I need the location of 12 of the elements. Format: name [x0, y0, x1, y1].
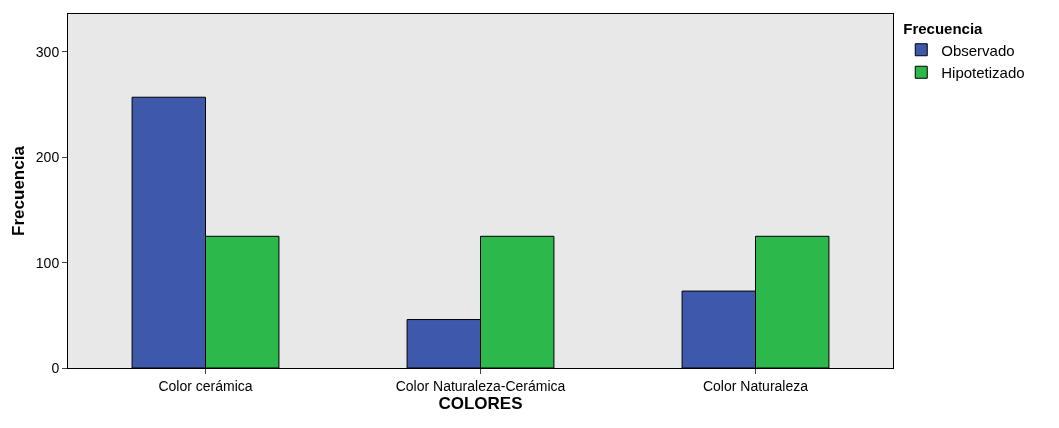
- y-tick-label: 200: [35, 149, 60, 166]
- x-axis-title: COLORES: [438, 394, 523, 414]
- x-tick-label: Color Naturaleza-Cerámica: [395, 377, 566, 394]
- x-tick-label: Color Naturaleza: [702, 377, 809, 394]
- y-tick-label: 300: [35, 43, 60, 60]
- legend-label: Hipotetizado: [941, 64, 1025, 82]
- legend-title: Frecuencia: [903, 19, 984, 37]
- y-tick-label: 0: [51, 359, 60, 376]
- x-tick-label: Color cerámica: [158, 377, 253, 394]
- y-tick-label: 100: [35, 254, 60, 271]
- legend-label: Observado: [941, 41, 1015, 59]
- y-axis-title: Frecuencia: [9, 145, 29, 236]
